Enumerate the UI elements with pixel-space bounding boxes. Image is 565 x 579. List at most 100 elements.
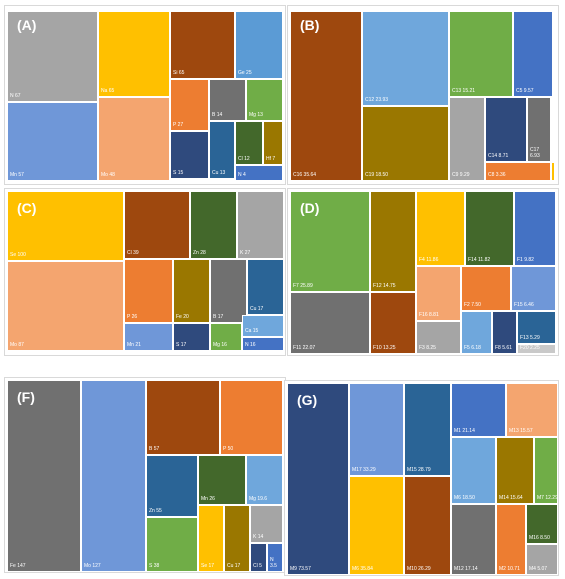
treemap-tile: N 4 bbox=[235, 165, 283, 181]
tile-label: B 57 bbox=[149, 446, 160, 452]
treemap-tile: M4 5.07 bbox=[526, 544, 558, 575]
treemap-tile bbox=[551, 162, 555, 181]
treemap-tile: F8 5.61 bbox=[492, 311, 517, 354]
treemap-tile: F13 5.29 bbox=[517, 311, 556, 344]
treemap-tile: Na 65 bbox=[98, 11, 170, 97]
tile-label: M12 17.14 bbox=[454, 566, 478, 572]
tile-label: F8 5.61 bbox=[495, 345, 512, 351]
treemap-tile: M16 8.50 bbox=[526, 504, 558, 544]
treemap-tile: N 67 bbox=[7, 11, 98, 102]
tile-label: F2 7.50 bbox=[464, 302, 481, 308]
tile-label: P 27 bbox=[173, 122, 184, 128]
tile-label: M16 8.50 bbox=[529, 535, 550, 541]
treemap-tile: C5 9.57 bbox=[513, 11, 553, 97]
tile-label: M1 21.14 bbox=[454, 428, 475, 434]
treemap-tile: Si 65 bbox=[170, 11, 235, 79]
treemap-tile: B 14 bbox=[209, 79, 246, 121]
treemap-tile: K 27 bbox=[237, 191, 284, 259]
tile-label: F20 2.25 bbox=[520, 345, 540, 351]
treemap-tile: F2 7.50 bbox=[461, 266, 511, 311]
treemap-tile: F3 8.25 bbox=[416, 321, 461, 354]
treemap-panel: F7 25.89 F11 22.07 F12 14.75 F10 13.25 F4 11… bbox=[287, 188, 559, 356]
treemap-tile: F12 14.75 bbox=[370, 191, 416, 292]
treemap-tile: Cl 12 bbox=[235, 121, 263, 165]
tile-label: S 15 bbox=[173, 170, 184, 176]
tile-label: Mo 87 bbox=[10, 342, 24, 348]
treemap-tile: M13 15.57 bbox=[506, 383, 558, 437]
treemap-tile: Mo 87 bbox=[7, 261, 124, 351]
tile-label: F5 6.18 bbox=[464, 345, 481, 351]
treemap-panel: Se 100 Mo 87 Cl 39 Zn 28 K 27 P 26 Fe 20 B 17 Cu… bbox=[4, 188, 286, 356]
treemap-tile: M17 33.29 bbox=[349, 383, 404, 476]
treemap-tile: F1 9.82 bbox=[514, 191, 556, 266]
treemap-tile: Fe 20 bbox=[173, 259, 210, 323]
tile-label: C8 3.36 bbox=[488, 172, 506, 178]
tile-label: Cu 17 bbox=[250, 306, 264, 312]
treemap-tile: Mo 127 bbox=[81, 380, 146, 572]
treemap-tile: K 14 bbox=[250, 505, 283, 543]
treemap-tile: F15 6.46 bbox=[511, 266, 556, 311]
treemap-tile: F20 2.25 bbox=[517, 344, 556, 354]
treemap-tile: Fe 147 bbox=[7, 380, 81, 572]
tile-label: C19 18.50 bbox=[365, 172, 389, 178]
treemap-tile: C8 3.36 bbox=[485, 162, 551, 181]
treemap-tile: Ca 15 bbox=[242, 315, 284, 337]
treemap-tile: M9 73.57 bbox=[287, 383, 349, 575]
panel-letter: (G) bbox=[297, 392, 318, 408]
treemap-tile: F5 6.18 bbox=[461, 311, 492, 354]
treemap-tile: F14 11.82 bbox=[465, 191, 514, 266]
treemap-tile: F16 8.81 bbox=[416, 266, 461, 321]
tile-label: N 67 bbox=[10, 93, 21, 99]
treemap-tile: Mo 48 bbox=[98, 97, 170, 181]
tile-label: C9 9.29 bbox=[452, 172, 470, 178]
tile-label: C16 35.64 bbox=[293, 172, 317, 178]
tile-label: F16 8.81 bbox=[419, 312, 439, 318]
tile-label: M7 12.29 bbox=[537, 495, 558, 501]
treemap-panel: M9 73.57 M17 33.29 M6 35.84 M15 28.79 M10 26… bbox=[284, 380, 559, 576]
treemap-tile: F11 22.07 bbox=[290, 292, 370, 354]
panel-letter: (A) bbox=[17, 17, 37, 33]
tile-label: M2 10.71 bbox=[499, 566, 520, 572]
tile-label: N 4 bbox=[238, 172, 246, 178]
tile-label: Cu 17 bbox=[227, 563, 241, 569]
tile-label: Ca 15 bbox=[245, 328, 259, 334]
treemap-tile: C12 23.93 bbox=[362, 11, 449, 106]
treemap-tile: M2 10.71 bbox=[496, 504, 526, 575]
tile-label: Hf 7 bbox=[266, 156, 276, 162]
tile-label: M6 18.50 bbox=[454, 495, 475, 501]
tile-label: F13 5.29 bbox=[520, 335, 540, 341]
treemap-tile: Ge 25 bbox=[235, 11, 283, 79]
treemap-tile: M6 35.84 bbox=[349, 476, 404, 575]
treemap-panel: N 67 Na 65 Si 65 Ge 25 Mn 57 Mo 48 P 27 B 14 Mg … bbox=[4, 5, 286, 185]
tile-label: M13 15.57 bbox=[509, 428, 533, 434]
tile-label: C17 6.93 bbox=[530, 147, 540, 159]
tile-label: Fe 20 bbox=[176, 314, 189, 320]
treemap-tile: M12 17.14 bbox=[451, 504, 496, 575]
treemap-tile: B 57 bbox=[146, 380, 220, 455]
tile-label: Mo 127 bbox=[84, 563, 101, 569]
tile-label: B 14 bbox=[212, 112, 223, 118]
treemap-tile: C9 9.29 bbox=[449, 97, 485, 181]
tile-label: M17 33.29 bbox=[352, 467, 376, 473]
tile-label: M9 73.57 bbox=[290, 566, 311, 572]
treemap-tile: Mg 13 bbox=[246, 79, 283, 121]
treemap-tile: S 17 bbox=[173, 323, 210, 351]
tile-label: K 14 bbox=[253, 534, 264, 540]
panel-letter: (F) bbox=[17, 389, 35, 405]
tile-label: C14 8.71 bbox=[488, 153, 509, 159]
treemap-tile: Mn 21 bbox=[124, 323, 173, 351]
tile-label: Cu 13 bbox=[212, 170, 226, 176]
tile-label: Cl 39 bbox=[127, 250, 139, 256]
tile-label: F4 11.86 bbox=[419, 257, 439, 263]
treemap-tile: N 16 bbox=[242, 337, 284, 351]
treemap-tile: Hf 7 bbox=[263, 121, 283, 165]
treemap-tile: Cl 5 bbox=[250, 543, 267, 572]
treemap-tile: M7 12.29 bbox=[534, 437, 558, 504]
tile-label: Mo 48 bbox=[101, 172, 115, 178]
treemap-tile: C13 15.21 bbox=[449, 11, 513, 97]
panel-letter: (D) bbox=[300, 200, 320, 216]
tile-label: Mg 16 bbox=[213, 342, 227, 348]
tile-label: Fe 147 bbox=[10, 563, 26, 569]
treemap-tile: N 3.5 bbox=[267, 543, 283, 572]
tile-label: F14 11.82 bbox=[468, 257, 491, 263]
